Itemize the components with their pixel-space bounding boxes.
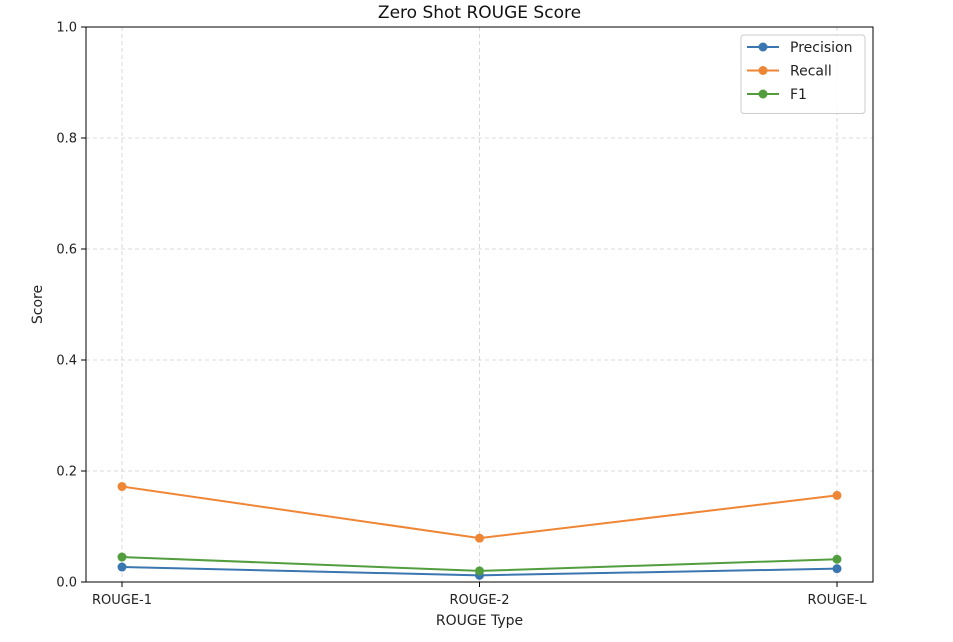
data-point-recall — [832, 490, 842, 500]
legend-marker-precision — [758, 42, 768, 52]
x-tick-label: ROUGE-L — [807, 593, 867, 608]
x-tick-label: ROUGE-1 — [92, 593, 152, 608]
y-tick-label: 0.6 — [56, 243, 77, 258]
data-point-precision — [832, 564, 842, 574]
legend-marker-f1 — [758, 89, 768, 99]
y-tick-label: 0.8 — [56, 132, 77, 147]
y-axis-title: Score — [30, 285, 46, 324]
legend-marker-recall — [758, 66, 768, 75]
x-tick-label: ROUGE-2 — [449, 593, 509, 608]
chart-title: Zero Shot ROUGE Score — [378, 3, 581, 23]
data-point-f1 — [117, 552, 127, 562]
series-lines — [117, 482, 842, 580]
legend-label-precision: Precision — [790, 40, 852, 56]
legend: Precision Recall F1 — [740, 34, 866, 114]
axis-ticks: 0.0 0.2 0.4 0.6 0.8 1.0 ROUGE-1 ROUGE-2 ROUGE-L — [56, 21, 867, 609]
data-point-f1 — [475, 566, 484, 576]
y-tick-label: 0.2 — [56, 465, 77, 480]
legend-label-recall: Recall — [790, 64, 832, 80]
data-point-recall — [117, 482, 127, 492]
y-tick-label: 1.0 — [56, 21, 77, 36]
x-axis-title: ROUGE Type — [436, 613, 523, 629]
y-tick-label: 0.0 — [56, 576, 77, 591]
legend-label-f1: F1 — [790, 87, 807, 103]
y-tick-label: 0.4 — [56, 354, 77, 369]
data-point-precision — [117, 562, 127, 572]
data-point-f1 — [832, 554, 842, 564]
data-point-recall — [475, 533, 484, 543]
